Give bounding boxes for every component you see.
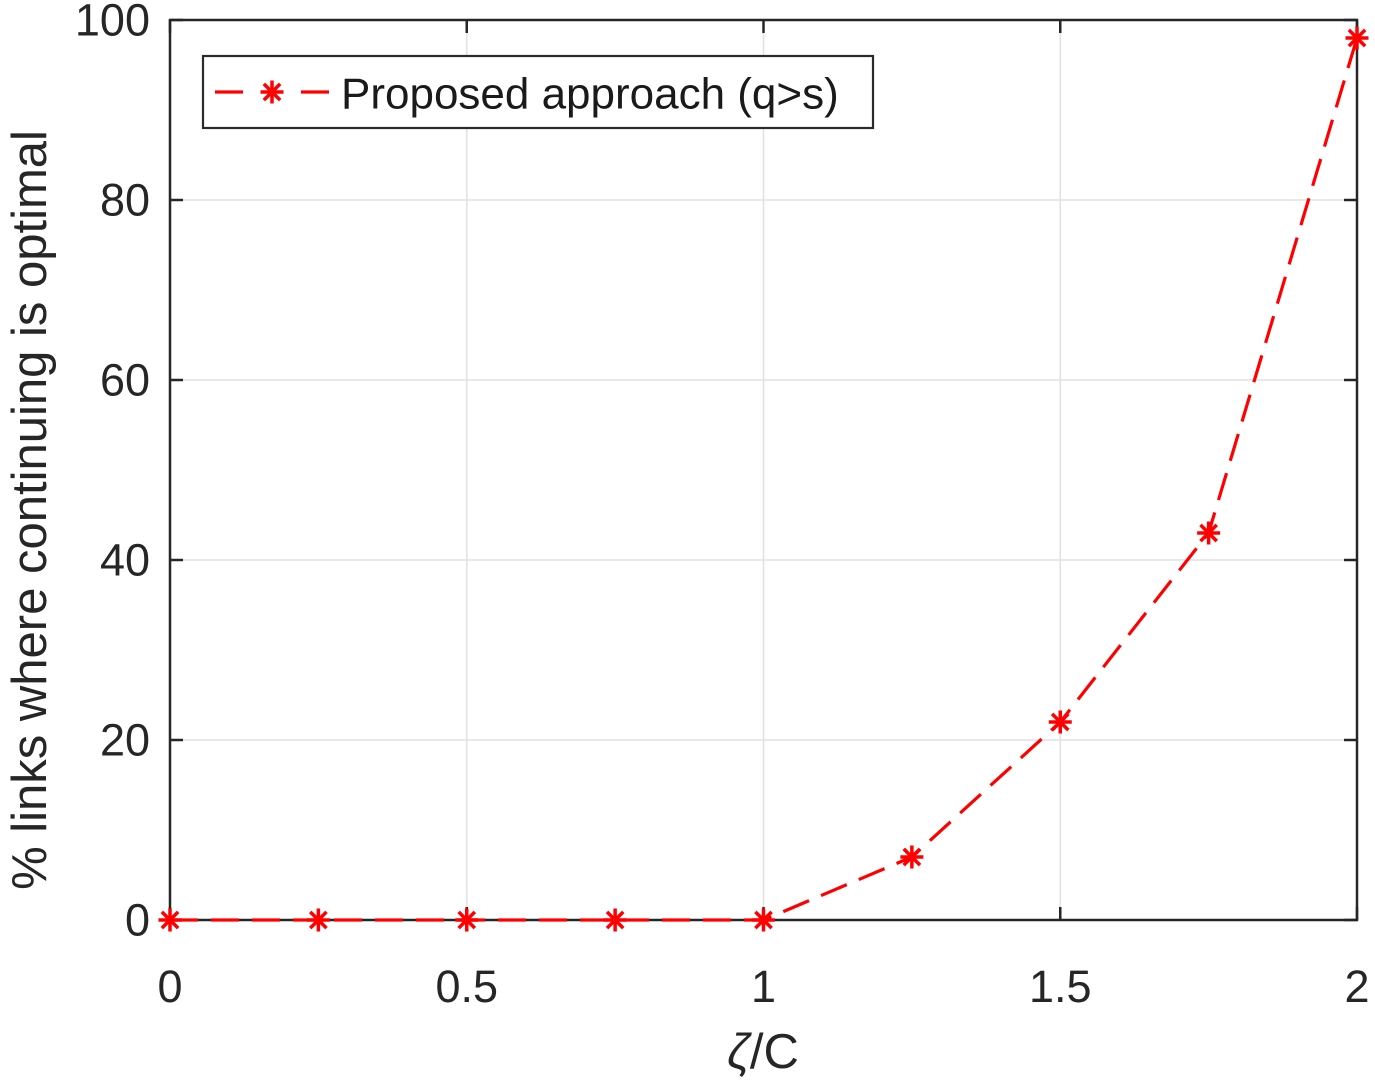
marker-stroke — [754, 910, 773, 930]
grid-layer — [170, 20, 1357, 920]
marker-stroke — [309, 910, 328, 930]
series-layer — [158, 26, 1369, 932]
x-tick-label: 0.5 — [435, 961, 498, 1012]
y-tick-label: 40 — [100, 535, 150, 586]
y-tick-label: 80 — [100, 175, 150, 226]
data-point-marker — [306, 908, 330, 932]
marker-stroke — [1050, 712, 1070, 732]
x-axis-label: ζ/C — [727, 1025, 799, 1079]
marker-stroke — [605, 910, 625, 930]
legend-sample — [215, 80, 329, 104]
y-tick-label: 100 — [75, 0, 150, 46]
x-tick-label: 0 — [157, 961, 182, 1012]
legend-label: Proposed approach (q>s) — [341, 70, 839, 119]
marker-stroke — [160, 910, 180, 930]
legend: Proposed approach (q>s) — [201, 54, 875, 130]
x-axis-label-rest: /C — [750, 1025, 799, 1079]
data-point-marker — [1197, 521, 1221, 545]
y-tick-label: 20 — [100, 715, 150, 766]
data-point-marker — [603, 908, 627, 932]
marker-stroke — [902, 847, 922, 867]
marker-stroke — [262, 82, 282, 102]
x-axis-label-symbol: ζ — [727, 1025, 752, 1079]
y-axis-label: % links where continuing is optimal — [3, 130, 57, 890]
marker-stroke — [1347, 28, 1367, 48]
data-point-marker — [455, 908, 479, 932]
x-tick-label: 1 — [751, 961, 776, 1012]
data-point-marker — [900, 845, 924, 869]
data-point-marker — [158, 908, 182, 932]
data-point-marker — [1345, 26, 1369, 50]
data-point-marker — [752, 908, 775, 932]
marker-stroke — [457, 910, 477, 930]
legend-marker-icon — [260, 80, 284, 104]
x-tick-label: 1.5 — [1029, 961, 1092, 1012]
legend-box — [201, 54, 875, 130]
y-tick-label: 60 — [100, 355, 150, 406]
x-tick-label: 2 — [1344, 961, 1369, 1012]
data-point-marker — [1048, 710, 1072, 734]
marker-stroke — [1199, 523, 1218, 543]
y-tick-label: 0 — [125, 895, 150, 946]
